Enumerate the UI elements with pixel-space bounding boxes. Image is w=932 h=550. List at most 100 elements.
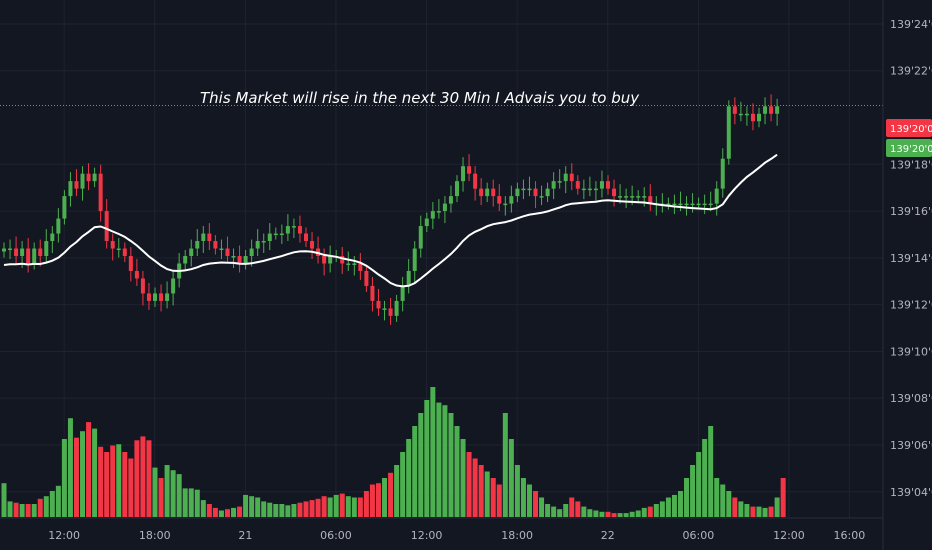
volume-bar bbox=[641, 507, 647, 517]
volume-bar bbox=[388, 472, 394, 517]
candle-body bbox=[503, 203, 508, 206]
volume-bar bbox=[677, 491, 683, 517]
candle-body bbox=[74, 181, 79, 189]
candle-body bbox=[255, 241, 260, 249]
candle-body bbox=[382, 308, 387, 310]
candle-body bbox=[237, 256, 242, 264]
candle-body bbox=[32, 248, 37, 264]
volume-bar bbox=[526, 484, 532, 517]
volume-bar bbox=[732, 497, 738, 517]
candle-body bbox=[455, 181, 459, 197]
candle-body bbox=[44, 241, 49, 257]
candle-body bbox=[207, 233, 212, 242]
candle-body bbox=[86, 173, 91, 182]
volume-bar bbox=[545, 504, 551, 517]
volume-bar bbox=[478, 465, 484, 517]
volume-bar bbox=[599, 511, 605, 517]
volume-bar bbox=[647, 506, 653, 517]
volume-bar bbox=[369, 484, 375, 517]
volume-bar bbox=[569, 497, 575, 517]
candle-body bbox=[364, 270, 369, 286]
candle-body bbox=[370, 285, 375, 301]
candle-body bbox=[128, 256, 133, 271]
volume-bar bbox=[291, 504, 297, 517]
volume-bar bbox=[557, 509, 563, 517]
volume-bar bbox=[206, 504, 212, 517]
price-tick-label: 139'08'0 bbox=[890, 392, 932, 405]
candle-body bbox=[8, 248, 13, 251]
candle-body bbox=[358, 263, 363, 271]
candle-body bbox=[285, 226, 290, 234]
candle-body bbox=[273, 233, 278, 236]
candle-body bbox=[291, 226, 296, 228]
time-tick-label: 18:00 bbox=[501, 529, 533, 542]
candle-body bbox=[201, 233, 206, 242]
candle-body bbox=[195, 241, 200, 249]
candle-body bbox=[696, 203, 701, 206]
candle-body bbox=[708, 203, 713, 206]
volume-bar bbox=[224, 509, 230, 517]
candle-body bbox=[575, 181, 580, 189]
volume-bar bbox=[774, 497, 780, 517]
volume-bar bbox=[617, 513, 623, 517]
candle-body bbox=[297, 226, 302, 234]
candle-body bbox=[165, 293, 170, 301]
time-tick-label: 22 bbox=[601, 529, 615, 542]
candle-body bbox=[497, 196, 502, 204]
candle-body bbox=[744, 113, 749, 116]
volume-bar bbox=[756, 506, 762, 517]
volume-bar bbox=[768, 506, 774, 517]
volume-bar bbox=[327, 497, 333, 517]
price-axis[interactable]: 139'24'0 139'22'0 139'18'0 139'16'0 139'14'0… bbox=[882, 0, 932, 550]
price-tick-label: 139'16'0 bbox=[890, 205, 932, 218]
volume-bar bbox=[466, 452, 472, 517]
volume-bar bbox=[351, 497, 357, 517]
volume-bar bbox=[152, 467, 158, 517]
candle-body bbox=[98, 173, 103, 212]
price-tags: 139'20'0 139'20'0 bbox=[886, 119, 932, 157]
candle-body bbox=[92, 173, 97, 182]
volume-bar bbox=[98, 446, 104, 517]
volume-bar bbox=[653, 504, 659, 517]
price-tick-label: 139'24'0 bbox=[890, 18, 932, 31]
volume-bar bbox=[146, 440, 152, 517]
volume-bar bbox=[696, 452, 702, 517]
candle-body bbox=[430, 211, 435, 219]
candle-body bbox=[26, 248, 31, 264]
volume-bar bbox=[714, 478, 720, 517]
time-axis[interactable]: 12:00 18:00 21 06:00 12:00 18:00 22 06:00 12:00 1… bbox=[0, 517, 883, 542]
candle-body bbox=[304, 233, 308, 242]
candle-body bbox=[539, 196, 544, 198]
candle-body bbox=[322, 256, 327, 264]
volume-bar bbox=[339, 493, 345, 517]
candle-body bbox=[599, 181, 604, 189]
volume-bar bbox=[502, 413, 508, 517]
candle-body bbox=[515, 188, 520, 197]
volume-bar bbox=[575, 501, 581, 517]
volume-bar bbox=[394, 465, 400, 517]
volume-bar bbox=[116, 444, 122, 517]
volume-bar bbox=[780, 478, 786, 517]
candle-body bbox=[153, 293, 157, 301]
chart-annotation: This Market will rise in the next 30 Min… bbox=[200, 89, 640, 107]
volume-bar bbox=[218, 510, 224, 517]
candle-body bbox=[666, 203, 671, 206]
volume-bar bbox=[19, 504, 25, 517]
volume-bar bbox=[412, 426, 418, 517]
volume-bar bbox=[37, 498, 43, 517]
volume-bar bbox=[104, 452, 110, 517]
candle-body bbox=[68, 181, 73, 197]
volume-bar bbox=[563, 504, 569, 517]
volume-bar bbox=[200, 500, 206, 517]
candle-body bbox=[340, 256, 345, 264]
volume-bar bbox=[744, 504, 750, 517]
candle-body bbox=[581, 188, 586, 191]
volume-bar bbox=[708, 426, 714, 517]
volume-bar bbox=[110, 445, 116, 517]
volume-bar bbox=[345, 496, 351, 517]
candle-body bbox=[116, 248, 121, 251]
volume-bar bbox=[86, 422, 92, 517]
volume-bar bbox=[659, 501, 665, 517]
volume-bar bbox=[357, 497, 363, 517]
